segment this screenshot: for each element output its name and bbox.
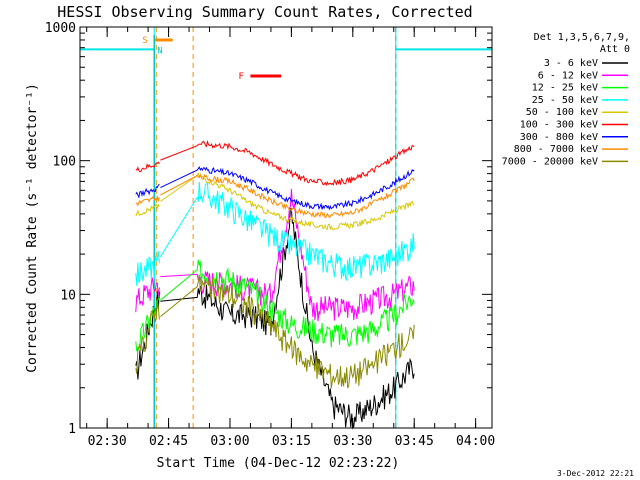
x-tick-label: 03:30 (333, 434, 372, 449)
legend-label: 300 - 800 keV (520, 132, 598, 143)
legend-label: 7000 - 20000 keV (502, 156, 598, 167)
footer-timestamp: 3-Dec-2012 22:21 (557, 469, 634, 478)
plot-area: SN F (79, 26, 493, 430)
legend-label: 12 - 25 keV (532, 83, 598, 94)
y-axis-label: Corrected Count Rate (s⁻¹ detector⁻¹) (25, 83, 40, 373)
series-line-2 (160, 188, 415, 322)
series-line-5 (135, 203, 160, 217)
flag-label-s: S (142, 36, 147, 46)
x-tick-label: 02:45 (149, 434, 188, 449)
flag-label-n: N (157, 46, 162, 56)
series-line-6 (135, 161, 160, 173)
x-tick-label: 03:00 (210, 434, 249, 449)
x-tick-label: 03:45 (395, 434, 434, 449)
series-line-4 (159, 181, 415, 282)
legend-header-line: Att 0 (600, 44, 630, 55)
series-line-9 (160, 274, 415, 389)
chart-title: HESSI Observing Summary Count Rates, Cor… (57, 3, 472, 21)
series-line-1 (160, 208, 415, 430)
series-line-5 (160, 171, 415, 231)
series-line-3 (160, 259, 415, 348)
legend-label: 100 - 300 keV (520, 120, 598, 131)
x-axis: 02:30 02:45 03:00 03:15 03:30 03:45 04:00 (86, 27, 495, 449)
series-line-8 (160, 172, 415, 219)
series-line-6 (160, 139, 415, 187)
y-tick-label: 100 (53, 155, 76, 170)
x-tick-label: 03:15 (272, 434, 311, 449)
series-line-7 (160, 165, 415, 211)
series-line-3 (135, 297, 160, 352)
y-tick-label: 1000 (45, 21, 76, 36)
series-line-8 (135, 195, 160, 207)
legend-label: 25 - 50 keV (532, 95, 598, 106)
y-tick-label: 10 (60, 288, 76, 303)
x-tick-label: 02:30 (88, 434, 127, 449)
y-tick-label: 1 (68, 422, 76, 437)
flag-label-f: F (238, 72, 243, 82)
plot-frame (79, 26, 493, 429)
legend-label: 800 - 7000 keV (514, 144, 598, 155)
x-tick-label: 04:00 (456, 434, 495, 449)
series-line-7 (135, 183, 160, 199)
series-line-4 (135, 251, 160, 286)
legend-label: 3 - 6 keV (544, 58, 598, 69)
x-axis-label: Start Time (04-Dec-12 02:23:22) (157, 456, 400, 471)
legend-label: 50 - 100 keV (526, 107, 598, 118)
legend-header-line: Det 1,3,5,6,7,9, (534, 32, 630, 43)
legend-label: 6 - 12 keV (538, 70, 598, 81)
series-line-2 (135, 277, 160, 313)
y-axis: 1 10 100 1000 (45, 21, 492, 437)
series-line-9 (135, 300, 160, 374)
